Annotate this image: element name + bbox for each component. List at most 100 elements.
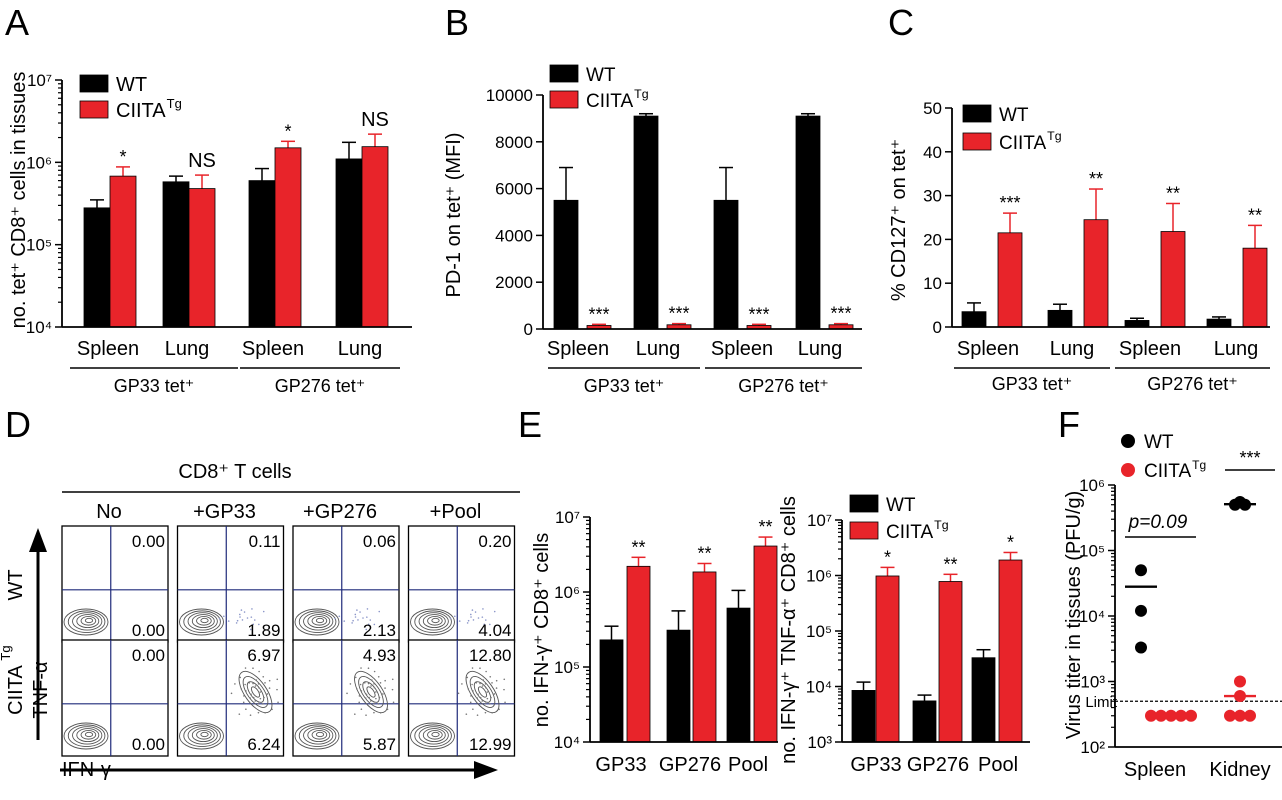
- data-point-ciita: [1185, 709, 1197, 722]
- event-dot: [373, 683, 375, 685]
- event-dot: [471, 683, 473, 686]
- significance-label: **: [943, 554, 957, 574]
- data-point-ciita: [1234, 675, 1246, 688]
- y-tick-label: 10⁴: [806, 678, 832, 697]
- legend-swatch-ciita: [849, 521, 879, 540]
- event-dot: [490, 696, 492, 699]
- event-dot: [467, 688, 470, 690]
- event-dot: [230, 692, 233, 695]
- data-point-ciita: [1145, 709, 1157, 722]
- x-tick-label: Lung: [798, 338, 843, 360]
- event-dot: [471, 667, 474, 669]
- negative-population-contour: [196, 616, 212, 626]
- y-tick-label: 30: [923, 187, 942, 206]
- event-dot: [466, 676, 469, 679]
- bar-wt: [553, 199, 579, 330]
- event-dot: [366, 608, 369, 610]
- negative-population-contour: [410, 608, 455, 636]
- negative-population-contour: [67, 724, 106, 747]
- event-dot: [378, 696, 381, 699]
- quadrant-upper-value: 4.93: [363, 646, 396, 665]
- kidney-significance: ***: [1239, 448, 1260, 468]
- flow-plot-frame: [292, 639, 400, 757]
- negative-population-contour: [72, 726, 103, 745]
- y-tick-label: 10⁵: [806, 622, 832, 641]
- event-dot: [495, 687, 498, 689]
- event-dot: [364, 682, 366, 684]
- flow-column-label: +GP276: [303, 501, 377, 523]
- event-dot: [249, 697, 251, 699]
- row-label-superscript: Tg: [0, 645, 13, 660]
- negative-population-contour: [422, 614, 446, 629]
- event-dot: [495, 679, 498, 682]
- data-point-ciita: [1244, 709, 1256, 722]
- bar-ciita: [626, 565, 651, 743]
- bar-ciita: [692, 571, 717, 743]
- event-dot: [338, 615, 341, 618]
- legend-dot-ciita: [1121, 463, 1135, 477]
- legend-swatch-ciita: [79, 100, 109, 119]
- event-dot: [248, 682, 251, 684]
- legend-superscript: Tg: [1192, 458, 1206, 472]
- data-point-ciita: [1165, 709, 1177, 722]
- y-axis-title: no. IFN-γ⁺ CD8⁺ cells: [531, 533, 553, 727]
- legend-label-wt: WT: [586, 65, 616, 86]
- negative-population-contour: [183, 610, 221, 633]
- negative-population-contour: [418, 726, 449, 745]
- negative-population-contour: [414, 724, 452, 747]
- event-dot: [351, 622, 353, 624]
- bar-ciita: [1083, 219, 1109, 328]
- event-dot: [356, 688, 358, 690]
- event-dot: [263, 696, 265, 699]
- bar-wt: [599, 639, 624, 743]
- event-dot: [252, 623, 255, 626]
- negative-population-contour: [307, 614, 331, 629]
- significance-label: **: [697, 543, 711, 563]
- y-tick-label: 10⁶: [1079, 476, 1105, 495]
- event-dot: [257, 683, 260, 685]
- negative-population-contour: [298, 610, 337, 633]
- y-tick-label: 10⁶: [806, 567, 832, 586]
- negative-population-contour: [311, 616, 328, 626]
- legend-superscript: Tg: [634, 87, 649, 101]
- panel-letter: B: [445, 2, 469, 43]
- quadrant-lower-value: 5.87: [363, 735, 396, 754]
- event-dot: [257, 702, 260, 705]
- significance-label: *: [1007, 532, 1014, 552]
- event-dot: [470, 695, 472, 697]
- event-dot: [257, 711, 260, 714]
- negative-population-contour: [303, 612, 334, 631]
- event-dot: [382, 693, 384, 695]
- x-tick-label: Spleen: [957, 338, 1019, 360]
- event-dot: [373, 623, 376, 626]
- quadrant-upper-value: 0.11: [249, 532, 281, 551]
- event-dot: [481, 700, 483, 702]
- event-dot: [377, 703, 380, 705]
- bar-ciita: [875, 575, 900, 743]
- event-dot: [254, 685, 257, 687]
- event-dot: [266, 693, 269, 695]
- event-dot: [373, 711, 375, 714]
- event-dot: [482, 679, 485, 681]
- event-dot: [366, 616, 368, 618]
- panel-letter: A: [5, 2, 29, 43]
- bar-ciita: [997, 232, 1023, 328]
- event-dot: [466, 622, 469, 624]
- event-dot: [254, 700, 256, 702]
- negative-population-contour: [76, 614, 100, 629]
- event-dot: [491, 711, 493, 714]
- limit-label: Limit: [1085, 694, 1118, 711]
- event-dot: [250, 693, 252, 696]
- event-dot: [268, 687, 271, 689]
- negative-population-contour: [431, 617, 440, 624]
- event-dot: [493, 610, 496, 613]
- y-tick-label: 0: [524, 320, 533, 339]
- bar-wt: [248, 180, 276, 328]
- event-dot: [375, 691, 377, 693]
- event-dot: [244, 667, 247, 669]
- y-tick-label: 10⁷: [27, 71, 52, 90]
- event-dot: [391, 688, 394, 691]
- double-positive-contour: [250, 686, 261, 698]
- bar-ciita: [109, 175, 137, 328]
- event-dot: [367, 682, 370, 685]
